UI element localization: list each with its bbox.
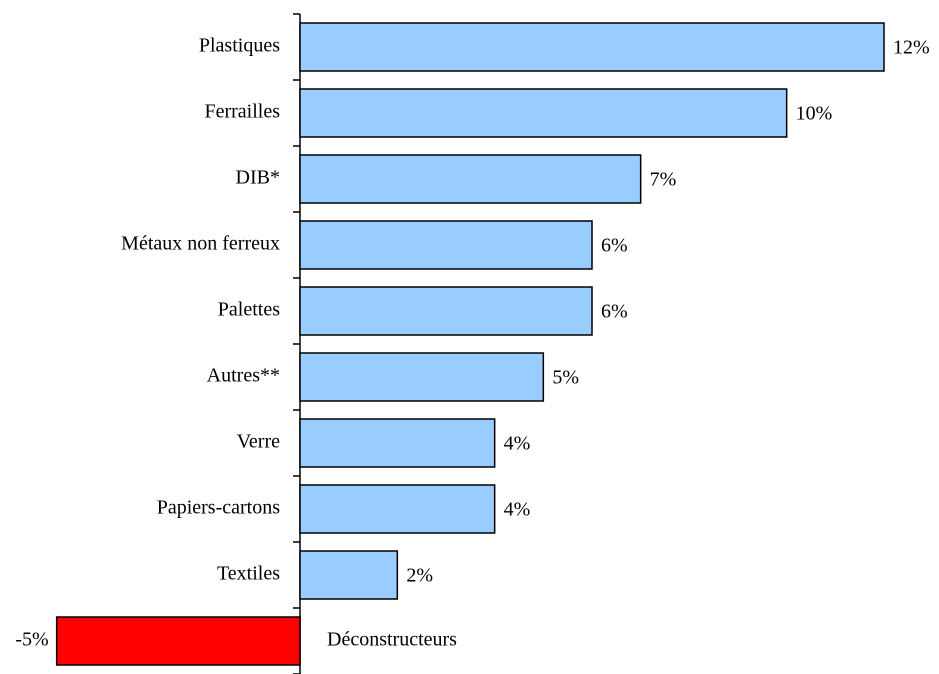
bar xyxy=(299,286,593,336)
value-label: 2% xyxy=(406,565,433,587)
bar xyxy=(299,550,399,600)
bar xyxy=(299,88,788,138)
bar xyxy=(299,154,642,204)
bar xyxy=(299,418,496,468)
category-label: Métaux non ferreux xyxy=(121,233,280,255)
value-label: 7% xyxy=(650,169,677,191)
value-label: 6% xyxy=(601,301,628,323)
bar xyxy=(55,616,301,666)
category-label: Ferrailles xyxy=(204,101,280,123)
value-label: 6% xyxy=(601,235,628,257)
category-label: Plastiques xyxy=(199,35,280,57)
value-label: 4% xyxy=(504,433,531,455)
category-label: DIB* xyxy=(236,167,280,189)
category-label: Papiers-cartons xyxy=(157,497,281,519)
value-label: 10% xyxy=(796,103,833,125)
category-label: Déconstructeurs xyxy=(327,629,457,651)
bar xyxy=(299,220,593,270)
category-label: Palettes xyxy=(218,299,280,321)
bar xyxy=(299,484,496,534)
category-label: Autres** xyxy=(207,365,280,387)
value-label: 4% xyxy=(504,499,531,521)
value-label: 12% xyxy=(893,37,930,59)
value-label: 5% xyxy=(552,367,579,389)
category-label: Verre xyxy=(237,431,280,453)
value-label: -5% xyxy=(15,629,48,651)
bar xyxy=(299,22,885,72)
bar xyxy=(299,352,545,402)
category-label: Textiles xyxy=(217,563,280,585)
